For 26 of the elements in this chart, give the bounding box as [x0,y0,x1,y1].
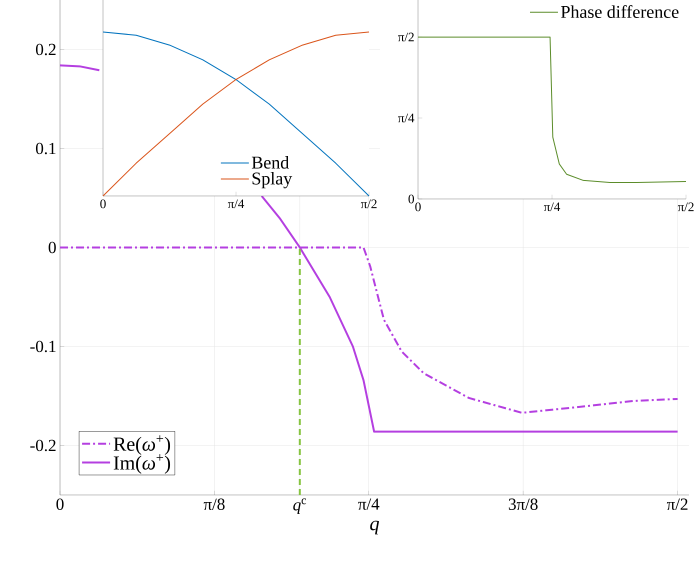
y-tick-label: 0 [48,242,56,254]
x-tick-label: 3π/8 [508,498,538,510]
legend-label: Splay [252,172,292,188]
legend-label: Re(ω$^{+}$) [114,435,170,455]
y-tick-label: -0.2 [30,440,56,452]
x-tick-label: 0 [56,498,64,510]
y-tick-label: 0.1 [36,142,56,154]
x-tick-label: π/8 [204,498,225,510]
y-tick-label: π/2 [398,32,414,42]
x-tick-label: π/4 [544,202,560,212]
legend-label: Phase difference [560,5,679,18]
x-tick-label: π/2 [666,498,688,510]
x-tick-label: π/2 [360,200,377,208]
legend-label: Bend [252,156,290,169]
x-axis-title: q [370,520,380,534]
x-tick-label: π/4 [228,200,244,208]
x-tick-label: π/2 [678,202,694,212]
x-tick-label: π/4 [358,498,380,510]
y-tick-label: -0.1 [30,340,56,352]
x-tick-label: q$^{c}$ [293,498,306,514]
y-tick-label: 0.2 [36,44,56,56]
line-series [418,36,687,183]
legend-label: Im(ω$^{+}$) [114,454,170,474]
x-tick-label: 0 [100,200,106,208]
y-tick-label: π/4 [398,114,414,122]
x-tick-label: 0 [415,202,421,212]
